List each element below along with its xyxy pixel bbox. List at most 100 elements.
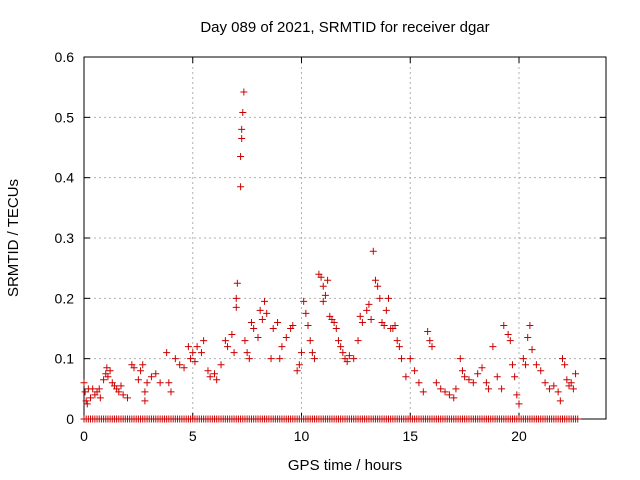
- data-point: [104, 373, 112, 381]
- data-point: [191, 358, 199, 366]
- data-point: [515, 400, 523, 408]
- data-point: [130, 364, 138, 372]
- data-point: [308, 349, 316, 357]
- data-point: [152, 370, 160, 378]
- data-point: [293, 367, 301, 375]
- data-point: [498, 385, 506, 393]
- data-point: [187, 355, 195, 363]
- y-tick-label: 0: [66, 411, 74, 427]
- data-point: [261, 297, 269, 305]
- data-point: [395, 343, 403, 351]
- data-point: [206, 373, 214, 381]
- grid-lines: [84, 57, 606, 419]
- data-point: [189, 349, 197, 357]
- data-point: [450, 394, 458, 402]
- data-point: [559, 355, 566, 363]
- data-point: [419, 388, 427, 396]
- data-point: [134, 376, 142, 384]
- data-point: [311, 355, 319, 363]
- data-point: [258, 315, 266, 323]
- y-tick-label: 0.5: [55, 109, 75, 125]
- data-point: [228, 331, 236, 339]
- data-point: [83, 400, 91, 408]
- data-point: [278, 343, 286, 351]
- data-point: [147, 373, 155, 381]
- data-point: [556, 397, 564, 405]
- data-point: [332, 325, 340, 332]
- data-point: [82, 397, 90, 405]
- data-point: [385, 294, 392, 302]
- data-point: [508, 361, 516, 369]
- data-point: [365, 300, 373, 308]
- data-point: [452, 385, 460, 393]
- data-series: [80, 88, 580, 408]
- data-point: [137, 367, 145, 375]
- data-point: [247, 318, 255, 326]
- x-tick-label: 0: [80, 428, 88, 444]
- data-point: [232, 303, 240, 311]
- data-point: [519, 355, 527, 363]
- data-point: [506, 337, 514, 345]
- data-point: [478, 364, 486, 372]
- data-point: [411, 367, 419, 375]
- data-point: [213, 376, 221, 384]
- data-point: [532, 361, 540, 369]
- data-point: [424, 328, 432, 336]
- data-point: [274, 318, 282, 326]
- data-point: [289, 321, 297, 329]
- data-point: [363, 306, 371, 314]
- y-tick-label: 0.1: [55, 351, 75, 367]
- data-point: [245, 355, 253, 363]
- data-point: [382, 306, 390, 314]
- x-axis-label: GPS time / hours: [288, 457, 402, 474]
- data-point: [80, 379, 88, 387]
- data-point: [337, 343, 345, 351]
- data-point: [330, 318, 338, 326]
- data-point: [197, 349, 205, 357]
- data-point: [345, 352, 353, 360]
- data-point: [324, 276, 332, 284]
- data-point: [391, 321, 399, 329]
- x-tick-label: 5: [189, 428, 197, 444]
- data-point: [224, 343, 232, 351]
- y-axis-label: SRMTID / TECUs: [5, 179, 22, 297]
- data-point: [489, 343, 497, 351]
- data-point: [217, 361, 225, 369]
- data-point: [541, 379, 549, 387]
- data-point: [165, 379, 173, 387]
- data-point: [469, 379, 477, 387]
- data-point: [141, 397, 149, 405]
- data-point: [367, 315, 375, 323]
- data-point: [87, 394, 95, 402]
- data-point: [156, 379, 164, 387]
- data-point: [458, 367, 466, 375]
- data-point: [193, 343, 201, 351]
- data-point: [232, 294, 240, 302]
- data-point: [563, 376, 571, 384]
- data-point: [89, 385, 97, 393]
- data-point: [500, 321, 508, 329]
- data-point: [317, 273, 325, 281]
- data-point: [428, 343, 436, 351]
- data-point: [432, 379, 440, 387]
- data-point: [415, 379, 423, 387]
- data-point: [241, 337, 249, 345]
- data-point: [354, 337, 362, 345]
- data-point: [300, 297, 308, 305]
- data-point: [371, 276, 379, 284]
- x-tick-label: 15: [402, 428, 418, 444]
- data-point: [240, 88, 248, 96]
- data-point: [522, 361, 530, 369]
- data-point: [398, 355, 406, 363]
- data-point: [319, 282, 327, 290]
- data-point: [369, 247, 377, 255]
- data-point: [445, 391, 453, 399]
- data-point: [239, 109, 247, 117]
- x-tick-label: 20: [511, 428, 527, 444]
- data-point: [554, 388, 562, 396]
- data-point: [393, 337, 401, 345]
- data-point: [474, 370, 482, 378]
- data-point: [350, 355, 358, 363]
- data-point: [230, 349, 238, 357]
